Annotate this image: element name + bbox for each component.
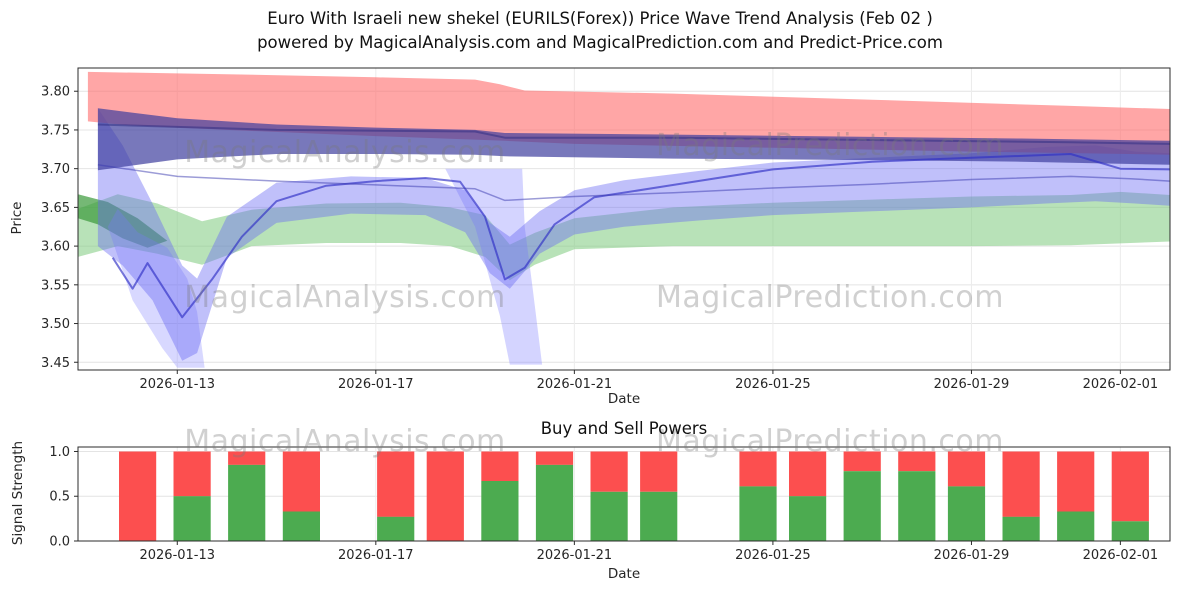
blue-left-dip-band: [107, 208, 205, 368]
buy-bar: [228, 464, 266, 541]
x-tick-label: 2026-01-13: [139, 377, 215, 392]
y-tick-label: 3.50: [41, 317, 70, 332]
sell-bar: [898, 451, 936, 472]
x-tick-label: 2026-02-01: [1083, 548, 1159, 563]
sell-bar: [947, 451, 986, 487]
page-title-line2: powered by MagicalAnalysis.com and Magic…: [257, 32, 943, 52]
sell-bar: [1111, 451, 1149, 522]
sell-bar: [789, 451, 827, 497]
navy-line-2: [97, 164, 1171, 202]
plot-border: [77, 67, 1171, 371]
sell-bar: [377, 451, 415, 517]
buy-bar: [898, 471, 936, 541]
buy-bar: [739, 486, 777, 541]
sell-bar: [739, 451, 777, 487]
sell-bar: [1057, 451, 1095, 512]
sell-bar: [640, 451, 678, 492]
page-title-line1: Euro With Israeli new shekel (EURILS(For…: [267, 9, 933, 28]
y-tick-label: 3.60: [41, 240, 70, 255]
x-tick-label: 2026-01-13: [139, 548, 215, 563]
sell-bar: [1002, 451, 1040, 517]
date-axis-label-bottom: Date: [607, 566, 641, 582]
date-axis-label-top: Date: [607, 391, 641, 407]
y-tick-label: 3.75: [41, 123, 70, 138]
navy-line: [111, 153, 1171, 319]
green-band: [78, 191, 1170, 281]
sell-bar: [535, 451, 574, 465]
buy-bar: [535, 464, 574, 541]
x-tick-label: 2026-01-21: [537, 377, 613, 392]
x-tick-label: 2026-02-01: [1083, 377, 1159, 392]
buy-bar: [377, 516, 415, 541]
x-tick-label: 2026-01-25: [735, 377, 811, 392]
y-tick-label: 3.80: [41, 85, 70, 100]
buy-bar: [947, 486, 986, 541]
price-axis-label: Price: [9, 201, 25, 235]
y-tick-label: 0.5: [49, 490, 70, 505]
y-tick-label: 0.0: [49, 535, 70, 550]
blue-band: [97, 108, 1170, 361]
y-tick-label: 3.65: [41, 201, 70, 216]
dark-green-band: [78, 194, 168, 248]
buy-bar: [789, 496, 827, 541]
buy-bar: [1002, 516, 1040, 541]
x-tick-label: 2026-01-17: [338, 548, 414, 563]
x-tick-label: 2026-01-17: [338, 377, 414, 392]
page-title: Euro With Israeli new shekel (EURILS(For…: [0, 7, 1200, 55]
sell-bar: [282, 451, 320, 512]
buy-bar: [282, 511, 320, 541]
y-tick-label: 3.55: [41, 278, 70, 293]
indigo-line: [97, 123, 1171, 145]
buy-bar: [640, 491, 678, 541]
buy-bar: [1057, 511, 1095, 541]
x-tick-label: 2026-01-29: [934, 548, 1010, 563]
y-tick-label: 3.70: [41, 162, 70, 177]
buy-bar: [843, 471, 881, 541]
sell-bar: [426, 451, 464, 541]
x-tick-label: 2026-01-29: [934, 377, 1010, 392]
y-tick-label: 3.45: [41, 356, 70, 371]
signal-strength-axis-label: Signal Strength: [10, 440, 26, 546]
buy-bar: [1111, 521, 1149, 541]
buy-bar: [173, 496, 211, 541]
buy-sell-chart-title: Buy and Sell Powers: [540, 419, 708, 438]
sell-bar: [843, 451, 881, 472]
sell-bar: [119, 451, 157, 541]
plot-border: [77, 446, 1171, 542]
sell-bar: [228, 451, 266, 465]
buy-bar: [481, 481, 519, 541]
buy-bar: [590, 491, 628, 541]
indigo-band: [97, 108, 1170, 171]
sell-bar: [173, 451, 211, 497]
sell-bar: [590, 451, 628, 492]
x-tick-label: 2026-01-21: [537, 548, 613, 563]
sell-bar: [481, 451, 519, 481]
y-tick-label: 1.0: [49, 445, 70, 460]
blue-dip-band: [445, 168, 543, 365]
x-tick-label: 2026-01-25: [735, 548, 811, 563]
